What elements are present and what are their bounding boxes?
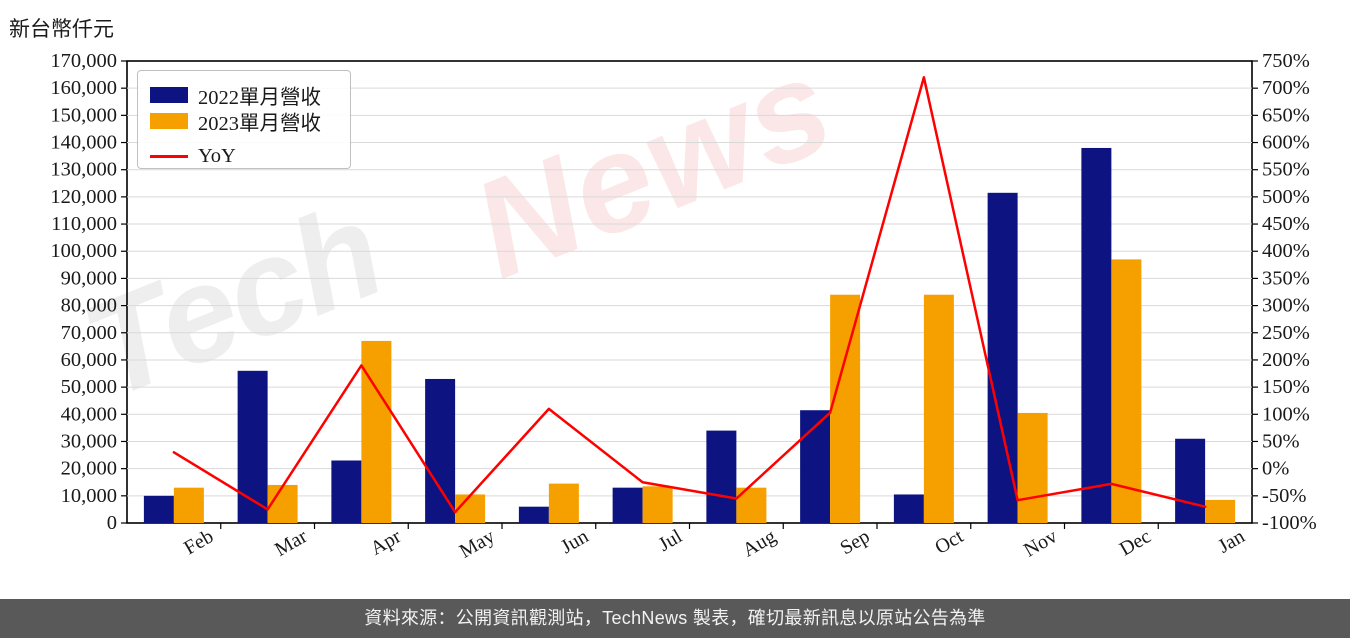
svg-text:70,000: 70,000 [61, 322, 117, 344]
svg-text:150%: 150% [1262, 376, 1310, 398]
svg-text:0%: 0% [1262, 458, 1289, 480]
svg-text:100%: 100% [1262, 403, 1310, 425]
svg-text:130,000: 130,000 [50, 159, 117, 181]
svg-text:300%: 300% [1262, 295, 1310, 317]
svg-text:140,000: 140,000 [50, 132, 117, 154]
svg-text:Aug: Aug [739, 525, 780, 561]
svg-text:350%: 350% [1262, 267, 1310, 289]
svg-text:90,000: 90,000 [61, 267, 117, 289]
svg-text:150,000: 150,000 [50, 104, 117, 126]
svg-text:0: 0 [107, 512, 117, 534]
svg-text:750%: 750% [1262, 50, 1310, 72]
svg-text:May: May [456, 525, 499, 562]
svg-text:-50%: -50% [1262, 485, 1306, 507]
svg-text:30,000: 30,000 [61, 430, 117, 452]
svg-text:20,000: 20,000 [61, 458, 117, 480]
svg-text:50%: 50% [1262, 430, 1300, 452]
svg-text:Sep: Sep [837, 525, 874, 559]
svg-text:100,000: 100,000 [50, 240, 117, 262]
svg-text:Apr: Apr [367, 525, 405, 560]
svg-text:Feb: Feb [180, 525, 217, 559]
svg-text:Jun: Jun [557, 525, 592, 558]
svg-text:120,000: 120,000 [50, 186, 117, 208]
svg-text:Jan: Jan [1214, 525, 1248, 557]
svg-text:650%: 650% [1262, 104, 1310, 126]
svg-text:Mar: Mar [271, 525, 311, 561]
svg-text:170,000: 170,000 [50, 50, 117, 72]
svg-text:550%: 550% [1262, 159, 1310, 181]
svg-text:400%: 400% [1262, 240, 1310, 262]
svg-text:Dec: Dec [1116, 525, 1155, 560]
svg-text:-100%: -100% [1262, 512, 1317, 534]
svg-text:250%: 250% [1262, 322, 1310, 344]
svg-text:80,000: 80,000 [61, 295, 117, 317]
svg-text:50,000: 50,000 [61, 376, 117, 398]
svg-text:450%: 450% [1262, 213, 1310, 235]
svg-text:200%: 200% [1262, 349, 1310, 371]
svg-text:10,000: 10,000 [61, 485, 117, 507]
svg-text:Jul: Jul [655, 525, 687, 556]
svg-text:500%: 500% [1262, 186, 1310, 208]
svg-text:Oct: Oct [931, 525, 967, 559]
svg-text:700%: 700% [1262, 77, 1310, 99]
svg-text:60,000: 60,000 [61, 349, 117, 371]
svg-text:Nov: Nov [1020, 525, 1061, 561]
svg-text:110,000: 110,000 [51, 213, 117, 235]
svg-text:40,000: 40,000 [61, 403, 117, 425]
svg-text:600%: 600% [1262, 132, 1310, 154]
svg-text:160,000: 160,000 [50, 77, 117, 99]
